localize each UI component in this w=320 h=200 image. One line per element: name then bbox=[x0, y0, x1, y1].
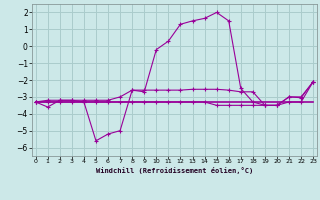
X-axis label: Windchill (Refroidissement éolien,°C): Windchill (Refroidissement éolien,°C) bbox=[96, 167, 253, 174]
